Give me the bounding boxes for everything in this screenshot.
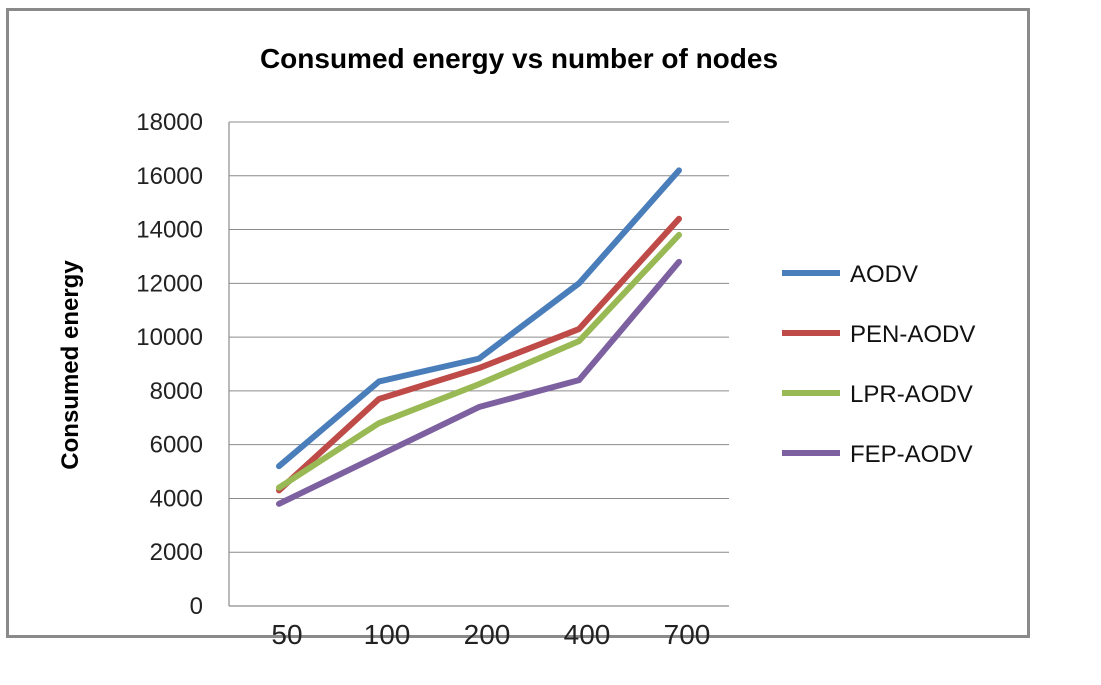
y-tick-label: 6000	[150, 432, 203, 459]
y-tick-label: 8000	[150, 378, 203, 405]
axes	[228, 122, 729, 607]
y-tick-label: 14000	[136, 217, 203, 244]
y-tick-label: 2000	[150, 539, 203, 566]
x-tick-label: 400	[564, 619, 611, 650]
legend-label: AODV	[850, 261, 918, 288]
chart-frame	[6, 8, 1030, 638]
y-tick-label: 10000	[136, 324, 203, 351]
chart-title: Consumed energy vs number of nodes	[260, 43, 778, 74]
legend-label: LPR-AODV	[850, 381, 973, 408]
x-tick-label: 50	[271, 619, 302, 650]
x-tick-label: 700	[664, 619, 711, 650]
y-tick-labels: 0 2000 4000 6000 8000 10000 12000 14000 16000 180…	[136, 109, 203, 620]
x-tick-labels: 50 100 200 400 700	[271, 619, 710, 650]
series-line-pen-aodv	[276, 215, 682, 494]
series-line-lpr-aodv	[276, 231, 682, 491]
series-lines	[276, 167, 682, 507]
series-line-aodv	[276, 167, 682, 470]
y-tick-label: 0	[190, 593, 203, 620]
legend-label: PEN-AODV	[850, 321, 975, 348]
gridlines	[229, 121, 729, 553]
y-tick-label: 16000	[136, 163, 203, 190]
legend: AODV PEN-AODV LPR-AODV FEP-AODV	[782, 261, 975, 468]
series-line-fep-aodv	[276, 258, 682, 507]
x-tick-label: 100	[364, 619, 411, 650]
x-tick-label: 200	[464, 619, 511, 650]
legend-label: FEP-AODV	[850, 441, 973, 468]
y-axis-label: Consumed energy	[57, 260, 84, 470]
y-tick-label: 18000	[136, 109, 203, 136]
y-tick-label: 4000	[150, 485, 203, 512]
y-tick-label: 12000	[136, 270, 203, 297]
